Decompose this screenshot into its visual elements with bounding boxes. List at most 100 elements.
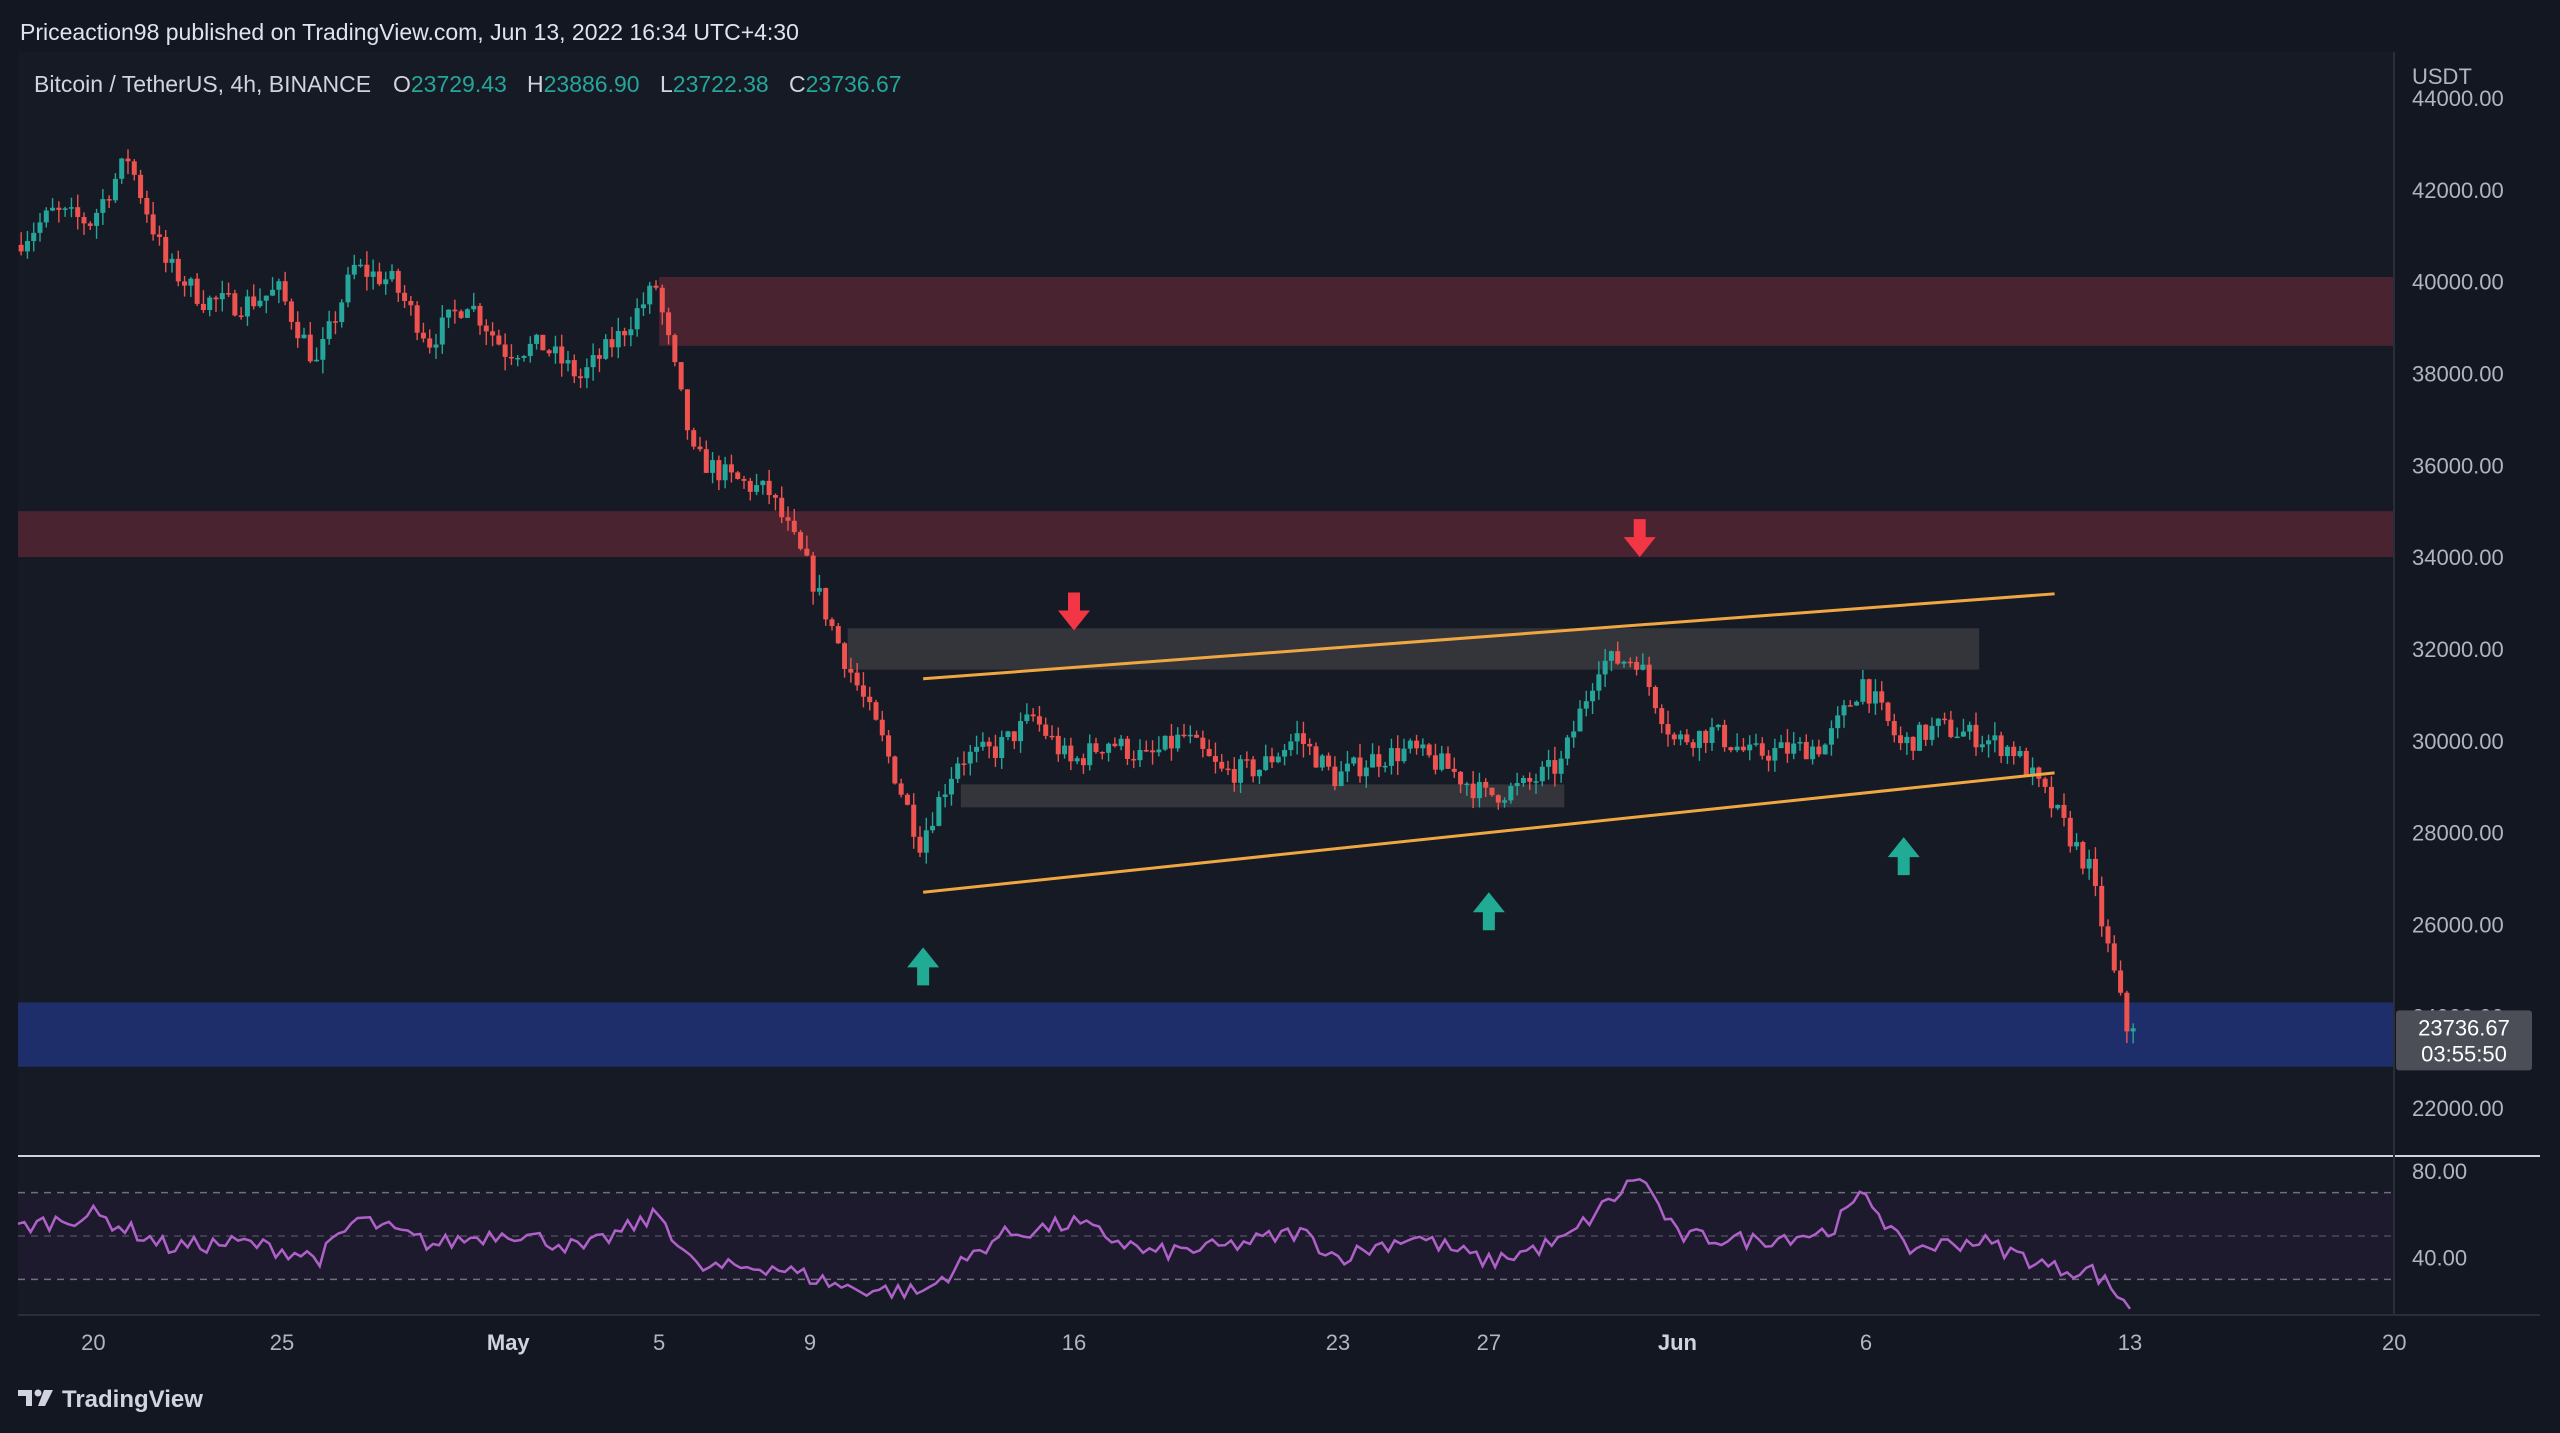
candle [1929,717,1935,746]
candle [892,755,898,785]
candle [942,784,948,808]
candle [1131,750,1137,769]
candle [647,281,653,314]
candle [603,334,609,360]
candle [1772,738,1778,772]
candle [779,486,785,524]
candle [1571,720,1577,748]
candle [1464,781,1470,796]
candle [383,271,389,295]
candle [2124,990,2130,1044]
candle [131,159,137,181]
candle [1948,710,1954,739]
candle [24,231,30,259]
candle [87,221,93,230]
high-label: H [527,71,544,97]
candle [1967,721,1973,740]
candle [772,493,778,511]
open-label: O [393,71,411,97]
candle [1225,760,1231,776]
candle [31,222,37,252]
price-tick-label: 34000.00 [2412,545,2504,570]
candle [1112,737,1118,748]
candle [1564,734,1570,766]
candle [785,506,791,531]
candle [1156,736,1162,757]
arrow-up-icon[interactable] [1887,837,1920,876]
candle [414,301,420,341]
candle [1784,729,1790,763]
candle [1923,724,1929,747]
candle [1470,771,1476,809]
time-tick-label: 6 [1860,1330,1872,1355]
upper-trendline[interactable] [923,592,2055,681]
tradingview-brand-text: TradingView [62,1386,203,1413]
candle [1068,737,1074,771]
support-zone[interactable] [18,1002,2394,1067]
candle [955,757,961,783]
candle [370,259,376,290]
candle [1816,739,1822,757]
rsi-line[interactable] [17,1177,2132,1310]
time-tick-label: 25 [270,1330,294,1355]
currency-label: USDT [2412,64,2472,89]
candle [376,262,382,287]
candle [471,292,477,312]
candle [1495,794,1501,810]
candle [62,206,68,217]
candle [653,280,659,291]
range-bottom-zone[interactable] [960,784,1565,808]
candle [1194,730,1200,739]
candle [534,333,540,350]
time-axis[interactable]: 20 25 May 5 9 16 23 27 Jun 6 13 20 [81,1330,2406,1355]
lower-trendline[interactable] [922,771,2055,894]
candle [911,793,917,849]
candle [2099,876,2105,937]
candle [716,455,722,491]
range-top-zone[interactable] [847,628,1980,670]
high-value: 23886.90 [544,71,640,97]
candle [615,317,621,359]
candle [1979,735,1985,753]
candle [288,298,294,330]
candle [18,232,24,256]
candle [1740,737,1746,753]
ohlc-legend: Bitcoin / TetherUS, 4h, BINANCE O23729.4… [34,71,902,97]
candle [810,551,816,605]
candle [1332,756,1338,791]
candle [1338,761,1344,787]
arrow-down-icon[interactable] [1623,519,1656,558]
candle [395,268,401,302]
candle [1891,713,1897,743]
candle [697,436,703,452]
arrow-up-icon[interactable] [907,947,940,986]
candle [464,308,470,319]
candle [1137,739,1143,767]
candle [1168,724,1174,761]
candle [1910,736,1916,761]
main-pane[interactable] [18,52,2394,1154]
candle [1414,734,1420,755]
resistance-zone[interactable] [18,511,2394,558]
price-tick-label: 30000.00 [2412,729,2504,754]
candle [1445,746,1451,769]
candle [263,295,269,314]
candle [332,311,338,335]
resistance-zone[interactable] [659,276,2395,346]
candle [917,826,923,858]
arrow-up-icon[interactable] [1472,892,1505,931]
candle [1608,650,1614,672]
price-tick-label: 40000.00 [2412,270,2504,295]
tradingview-branding[interactable]: TradingView [18,1386,203,1413]
arrow-down-icon[interactable] [1058,592,1090,631]
candle [81,212,87,235]
symbol-label[interactable]: Bitcoin / TetherUS, 4h, BINANCE [34,71,371,97]
candle [1351,756,1357,767]
candle [992,734,998,768]
candle [816,574,822,596]
candle [860,672,866,708]
price-tick-label: 42000.00 [2412,178,2504,203]
candle [1734,733,1740,753]
